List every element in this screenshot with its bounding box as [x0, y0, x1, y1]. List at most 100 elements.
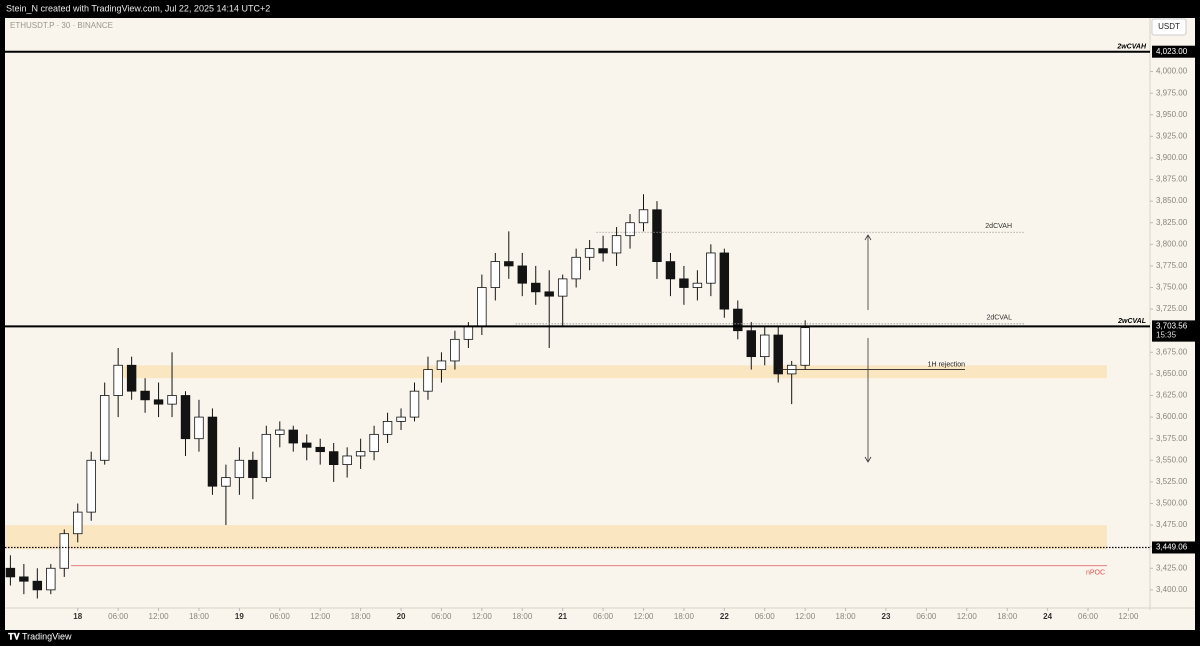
- x-tick-label: 12:00: [1118, 612, 1139, 621]
- x-tick-label: 18: [73, 612, 82, 621]
- x-tick-label: 12:00: [149, 612, 170, 621]
- y-tick-label: 3,925.00: [1156, 131, 1188, 140]
- candle-body: [773, 334, 783, 375]
- candle-body: [99, 395, 110, 461]
- y-tick-label: 3,525.00: [1156, 477, 1188, 486]
- y-tick-label: 3,475.00: [1156, 520, 1188, 529]
- y-tick-label: 3,750.00: [1156, 283, 1188, 292]
- level-price-box: [1152, 45, 1195, 58]
- y-tick-label: 3,400.00: [1156, 585, 1188, 594]
- y-tick-label: 3,950.00: [1156, 110, 1188, 119]
- candle-body: [409, 390, 420, 418]
- candle-body: [46, 567, 56, 591]
- candle-body: [477, 287, 487, 327]
- x-tick-label: 18:00: [189, 612, 210, 621]
- last-price-box: [1152, 321, 1195, 342]
- y-tick-label: 3,625.00: [1156, 391, 1188, 400]
- candle-body: [665, 261, 676, 280]
- candle-body: [706, 252, 716, 284]
- x-tick-label: 12:00: [795, 612, 816, 621]
- y-tick-label: 3,600.00: [1156, 412, 1188, 421]
- level-price: 4,023.00: [1156, 47, 1188, 56]
- candle-body: [59, 533, 69, 569]
- candle-body: [342, 455, 352, 466]
- y-tick-label: 3,800.00: [1156, 239, 1188, 248]
- x-tick-label: 06:00: [270, 612, 291, 621]
- candle-body: [315, 446, 325, 453]
- x-tick-label: 12:00: [310, 612, 331, 621]
- x-tick-label: 20: [397, 612, 406, 621]
- x-tick-label: 06:00: [755, 612, 776, 621]
- candle-body: [167, 395, 177, 405]
- candle-body: [598, 248, 608, 254]
- candle-body: [679, 278, 689, 288]
- y-tick-label: 3,775.00: [1156, 261, 1188, 270]
- candle-body: [126, 364, 137, 392]
- candle-body: [328, 451, 339, 466]
- candle-body: [369, 433, 379, 453]
- candle-body: [760, 334, 770, 358]
- y-tick-label: 3,900.00: [1156, 153, 1188, 162]
- candle-body: [355, 451, 366, 457]
- marker-price: 3,449.06: [1156, 543, 1188, 552]
- candle-body: [221, 477, 231, 487]
- marker-price-box: [1152, 541, 1195, 554]
- y-tick-label: 3,875.00: [1156, 175, 1188, 184]
- y-tick-label: 3,675.00: [1156, 347, 1188, 356]
- candle-body: [396, 416, 406, 422]
- candle-body: [504, 261, 514, 267]
- candle-body: [275, 429, 285, 435]
- y-tick-label: 3,425.00: [1156, 563, 1188, 572]
- candle-body: [450, 338, 460, 362]
- currency-box[interactable]: [1151, 18, 1187, 36]
- x-tick-label: 19: [235, 612, 244, 621]
- candle-body: [288, 429, 298, 444]
- x-tick-label: 18:00: [997, 612, 1018, 621]
- level-name: 2dCVAL: [986, 315, 1012, 322]
- candle-body: [302, 442, 312, 448]
- level-name: 2wCVAL: [1117, 318, 1146, 325]
- candle-body: [490, 261, 501, 288]
- candle-body: [692, 282, 703, 288]
- credit: Stein_N created with TradingView.com, Ju…: [6, 3, 270, 13]
- candle-body: [638, 209, 649, 224]
- candle-body: [261, 433, 272, 478]
- x-tick-label: 21: [558, 612, 567, 621]
- candle-body: [86, 459, 96, 513]
- brand: TradingView: [22, 631, 72, 641]
- countdown: 15:35: [1156, 331, 1177, 340]
- x-tick-label: 18:00: [836, 612, 857, 621]
- candle-body: [517, 265, 527, 284]
- logo-mark: 𝐓𝐕: [8, 631, 21, 641]
- x-tick-label: 18:00: [512, 612, 533, 621]
- candle-body: [73, 511, 83, 535]
- x-tick-label: 06:00: [108, 612, 129, 621]
- x-tick-label: 06:00: [431, 612, 452, 621]
- y-tick-label: 3,575.00: [1156, 434, 1188, 443]
- level-name: 2dCVAH: [985, 223, 1012, 230]
- candle-body: [153, 399, 164, 405]
- x-tick-label: 06:00: [593, 612, 614, 621]
- plot: 3,400.003,425.003,450.003,475.003,500.00…: [5, 44, 1195, 621]
- candle-body: [571, 256, 581, 280]
- candle-body: [625, 222, 635, 237]
- candle-body: [5, 567, 16, 578]
- y-tick-label: 3,850.00: [1156, 196, 1188, 205]
- candle-body: [531, 282, 541, 293]
- candle-body: [32, 580, 43, 591]
- symbol-title: ETHUSDT.P · 30 · BINANCE: [10, 21, 113, 30]
- x-tick-label: 22: [720, 612, 729, 621]
- candle-body: [436, 360, 447, 370]
- x-tick-label: 18:00: [351, 612, 372, 621]
- candle-body: [719, 252, 730, 310]
- candle-body: [207, 416, 218, 487]
- candle-body: [584, 248, 595, 258]
- y-tick-label: 3,650.00: [1156, 369, 1188, 378]
- zone: [5, 525, 1107, 550]
- x-tick-label: 12:00: [957, 612, 978, 621]
- candle-body: [800, 327, 810, 366]
- candle-body: [382, 421, 393, 435]
- candle-body: [248, 459, 258, 478]
